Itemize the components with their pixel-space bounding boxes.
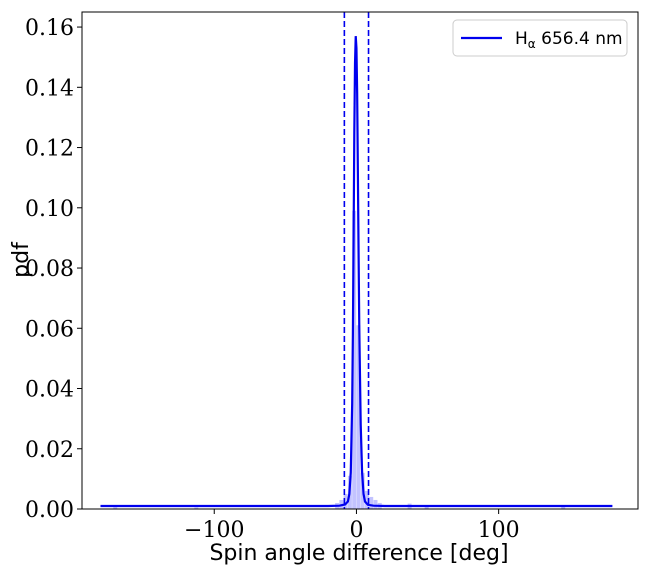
histogram-bar (364, 490, 369, 509)
histogram-bar (424, 505, 429, 509)
y-tick-label: 0.08 (25, 257, 74, 282)
legend-box (452, 19, 628, 57)
histogram-layer (113, 210, 566, 510)
legend-label-main: H (515, 29, 528, 49)
histogram-bar (369, 496, 374, 509)
y-tick-label: 0.06 (25, 317, 74, 342)
y-axis-label: pdf (9, 241, 34, 278)
y-ticks: 0.00 0.02 0.04 0.06 0.08 0.10 0.12 0.14 0.16 (25, 16, 82, 523)
y-tick-label: 0.10 (25, 197, 74, 222)
histogram-bar (113, 507, 118, 509)
y-tick-label: 0.00 (25, 498, 74, 523)
legend-label-suffix: 656.4 nm (536, 29, 623, 49)
y-tick-label: 0.02 (25, 438, 74, 463)
y-tick-label: 0.12 (25, 137, 74, 162)
histogram-bar (561, 506, 566, 509)
histogram-bar (194, 507, 199, 509)
histogram-bar (343, 493, 348, 509)
y-tick-label: 0.04 (25, 378, 74, 403)
plot-frame (81, 11, 639, 510)
x-axis-label: Spin angle difference [deg] (209, 541, 508, 566)
histogram-bar (356, 325, 361, 509)
legend-label-subscript: α (528, 37, 536, 51)
legend-label: Hα 656.4 nm (515, 29, 623, 51)
histogram-bar (373, 499, 378, 509)
x-tick-label: 0 (349, 518, 363, 543)
legend: Hα 656.4 nm (452, 19, 628, 57)
x-tick-label: 100 (478, 518, 520, 543)
x-tick-label: −100 (184, 518, 244, 543)
y-tick-label: 0.16 (25, 16, 74, 41)
histogram-bar (352, 210, 357, 510)
series-line (100, 36, 613, 508)
y-tick-label: 0.14 (25, 76, 74, 101)
x-ticks: −100 0 100 (184, 509, 520, 543)
vlines-layer (343, 12, 370, 509)
